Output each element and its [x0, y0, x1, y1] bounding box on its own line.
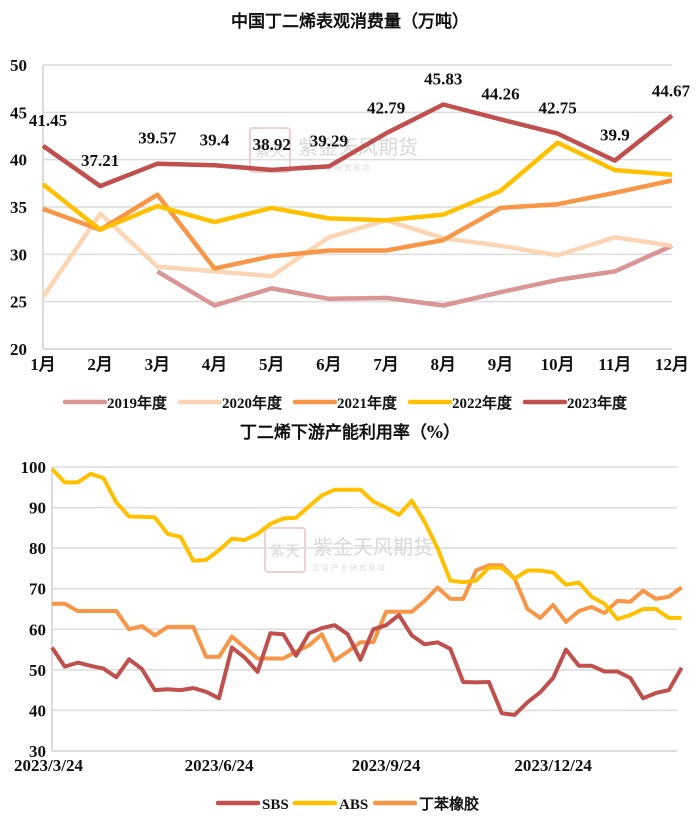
y-tick-label: 100: [21, 458, 47, 477]
watermark-slogan: 立 足 产 业 研 究 驱 动: [313, 563, 385, 572]
legend-item[interactable]: 2022年度: [407, 394, 513, 412]
y-tick-label: 45: [10, 103, 27, 122]
x-tick-label: 7月: [373, 355, 399, 374]
x-tick-label: 11月: [598, 355, 631, 374]
y-axis: 20 25 30 35 40 45 50: [10, 56, 27, 359]
y-tick-label: 90: [29, 499, 46, 518]
x-tick-label: 6月: [316, 355, 342, 374]
legend-item[interactable]: SBS: [215, 797, 289, 813]
data-label: 41.45: [29, 111, 67, 130]
x-tick-label: 2023/3/24: [14, 756, 83, 775]
x-tick-label: 2023/9/24: [352, 756, 421, 775]
x-tick-label: 1月: [30, 355, 56, 374]
y-tick-label: 30: [29, 742, 46, 761]
series-line-2021年度: [42, 178, 673, 271]
y-tick-label: 80: [29, 539, 46, 558]
watermark-brand: 紫金天风期货: [313, 535, 433, 559]
y-axis: 30 40 50 60 70 80 90 100: [21, 458, 47, 761]
x-axis: 2023/3/24 2023/6/24 2023/9/24 2023/12/24: [14, 756, 592, 775]
x-tick-label: 9月: [488, 355, 514, 374]
x-tick-label: 12月: [655, 355, 689, 374]
y-tick-label: 50: [29, 661, 46, 680]
legend-label: 2021年度: [337, 394, 398, 412]
x-tick-label: 4月: [202, 355, 228, 374]
data-label: 39.4: [200, 130, 230, 149]
data-label: 39.29: [310, 131, 348, 150]
legend-item[interactable]: 2019年度: [62, 394, 168, 412]
legend-label: 2019年度: [107, 394, 168, 412]
data-label: 37.21: [81, 151, 119, 170]
data-label: 45.83: [424, 69, 462, 88]
y-tick-label: 30: [10, 245, 27, 264]
legend-item[interactable]: 2020年度: [177, 394, 283, 412]
data-label: 38.92: [253, 135, 291, 154]
y-tick-label: 70: [29, 580, 46, 599]
data-labels: 41.45 37.21 39.57 39.4 38.92 39.29 42.79 45.83 4…: [29, 69, 691, 170]
chart-title: 丁二烯下游产能利用率（%）: [240, 422, 460, 443]
x-tick-label: 5月: [259, 355, 285, 374]
legend-label: SBS: [262, 797, 289, 813]
data-label: 42.79: [367, 98, 405, 117]
series-line-2019年度: [156, 243, 673, 308]
y-tick-label: 40: [10, 151, 27, 170]
legend-label: 2022年度: [452, 394, 513, 412]
x-tick-label: 2023/12/24: [514, 756, 592, 775]
y-tick-label: 40: [29, 701, 46, 720]
legend-item[interactable]: 2021年度: [292, 394, 398, 412]
watermark-seal-icon: [264, 527, 306, 573]
x-tick-label: 8月: [431, 355, 457, 374]
legend-label: ABS: [339, 797, 368, 813]
series-line-2022年度: [41, 140, 673, 232]
legend-item[interactable]: 丁苯橡胶: [372, 795, 479, 813]
series-line-ABS: [50, 467, 682, 622]
y-tick-label: 50: [10, 56, 27, 75]
x-tick-label: 2月: [87, 355, 113, 374]
watermark-seal: 紫天: [255, 142, 285, 160]
legend-label: 2023年度: [567, 394, 628, 412]
x-tick-label: 10月: [541, 355, 575, 374]
x-axis: 1月 2月 3月 4月 5月 6月 7月 8月 9月 10月 11月 12月: [30, 355, 689, 374]
legend-label: 2020年度: [222, 394, 283, 412]
series-line-SBS: [50, 613, 684, 717]
y-tick-label: 20: [10, 340, 27, 359]
y-tick-label: 60: [29, 620, 46, 639]
grid-lines: [51, 466, 677, 752]
legend: SBS ABS 丁苯橡胶: [215, 795, 479, 813]
grid-lines: [42, 64, 672, 350]
series-line-2020年度: [41, 211, 673, 299]
x-tick-label: 2023/6/24: [185, 756, 254, 775]
series-lines: [41, 102, 674, 308]
series-line-2023年度: [41, 102, 674, 189]
data-label: 39.57: [138, 129, 177, 148]
y-tick-label: 35: [10, 198, 27, 217]
legend-label: 丁苯橡胶: [419, 795, 479, 813]
data-label: 44.67: [652, 81, 691, 100]
watermark-slogan: 立 足 产 业 研 究 驱 动: [298, 163, 370, 172]
legend: 2019年度 2020年度 2021年度 2022年度 2023年度: [62, 394, 628, 412]
data-label: 39.9: [600, 126, 630, 145]
legend-item[interactable]: ABS: [292, 797, 368, 813]
y-tick-label: 25: [10, 293, 27, 312]
legend-item[interactable]: 2023年度: [522, 394, 628, 412]
series-lines: [50, 467, 684, 717]
data-label: 42.75: [539, 99, 577, 118]
chart-title: 中国丁二烯表观消费量（万吨）: [231, 11, 469, 32]
x-tick-label: 3月: [145, 355, 171, 374]
data-label: 44.26: [481, 84, 519, 103]
watermark-seal: 紫天: [270, 542, 300, 560]
